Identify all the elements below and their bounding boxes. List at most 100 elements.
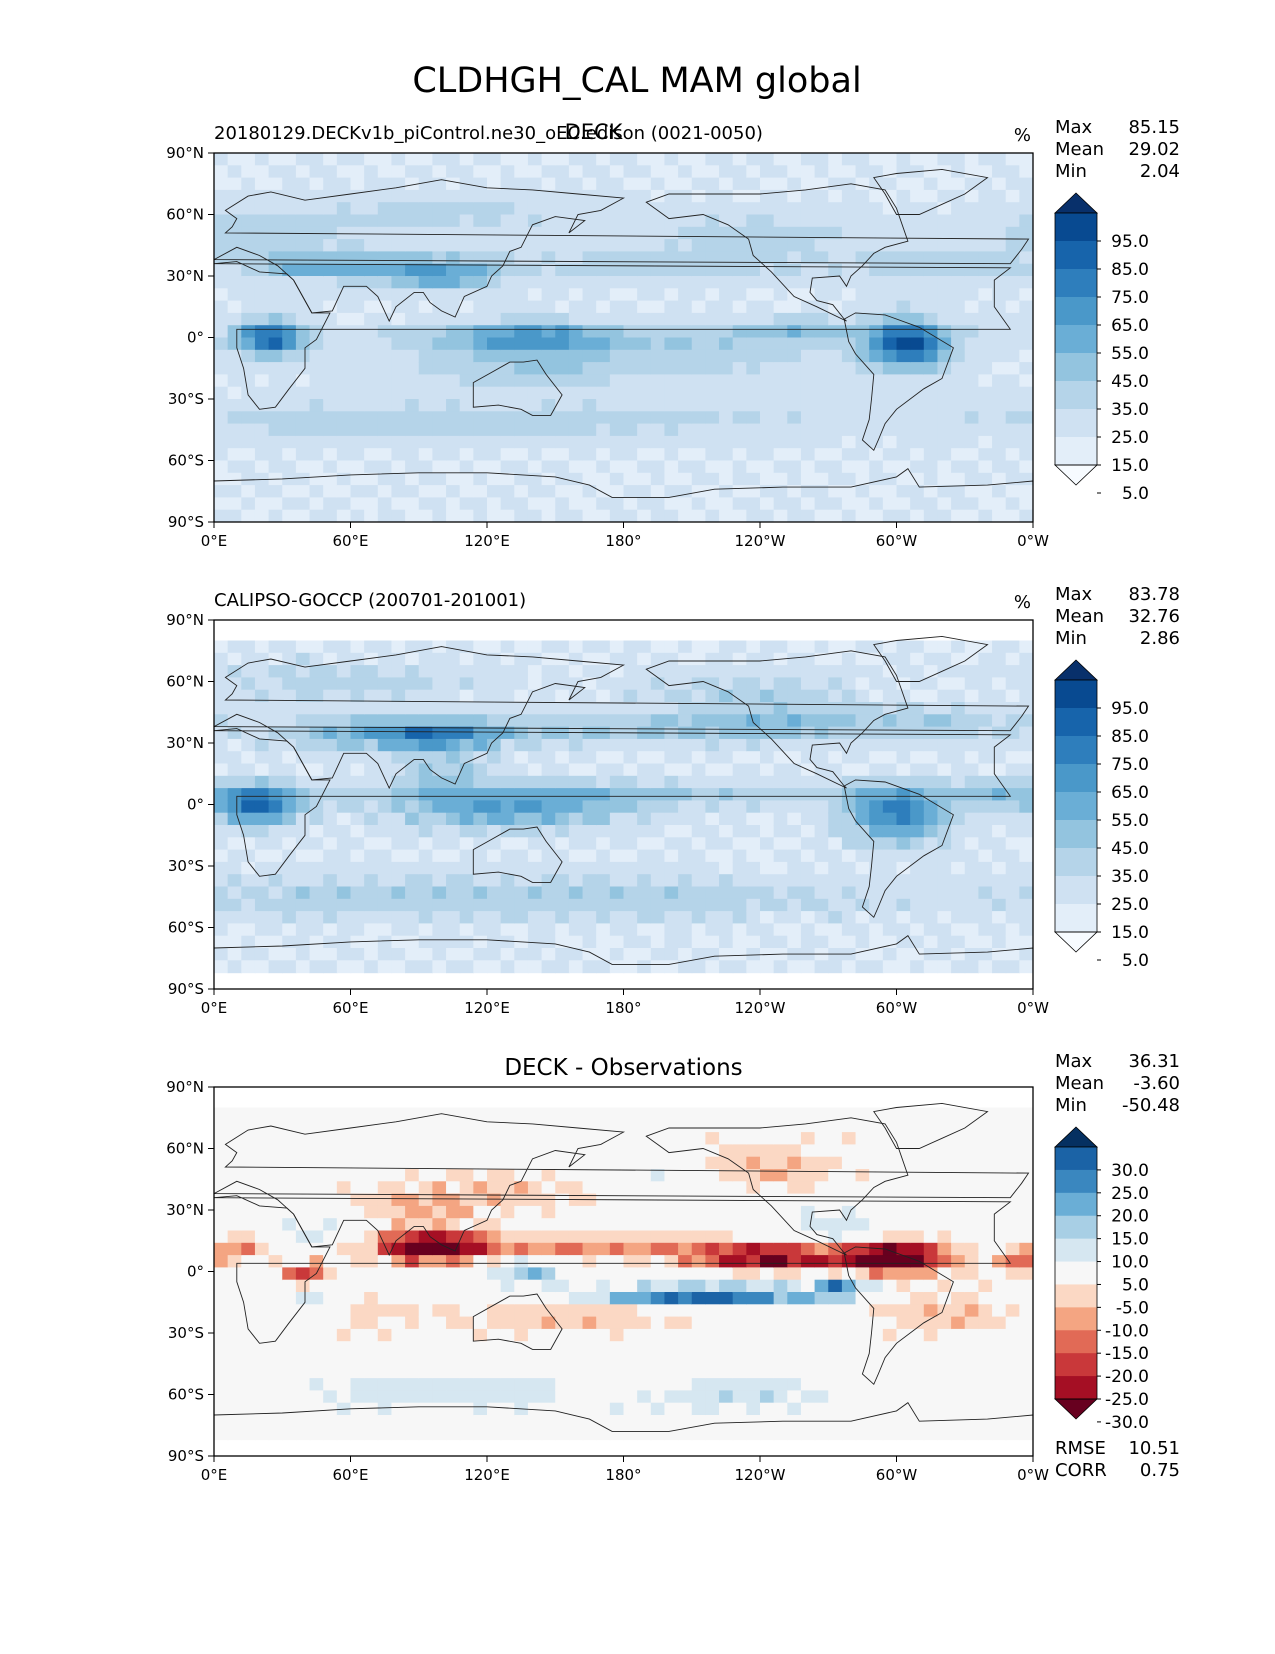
data-cell (378, 788, 392, 801)
data-cell (746, 1255, 760, 1268)
data-cell (842, 288, 856, 301)
data-cell (432, 301, 446, 314)
data-cell (460, 276, 474, 289)
data-cell (869, 1341, 883, 1354)
data-cell (692, 190, 706, 203)
data-cell (255, 776, 269, 789)
data-cell (528, 325, 542, 338)
data-cell (801, 215, 815, 228)
data-cell (815, 1218, 829, 1231)
data-cell (282, 448, 296, 461)
data-cell (678, 1267, 692, 1280)
data-cell (542, 374, 556, 387)
data-cell (746, 1304, 760, 1317)
data-cell (801, 936, 815, 949)
data-cell (897, 1206, 911, 1219)
data-cell (255, 800, 269, 813)
data-cell (787, 362, 801, 375)
data-cell (282, 813, 296, 826)
data-cell (692, 1231, 706, 1244)
data-cell (432, 227, 446, 240)
data-cell (774, 301, 788, 314)
data-cell (542, 165, 556, 178)
data-cell (419, 677, 433, 690)
data-cell (555, 911, 569, 924)
data-cell (801, 325, 815, 338)
data-cell (323, 215, 337, 228)
data-cell (856, 887, 870, 900)
data-cell (378, 850, 392, 863)
data-cell (719, 485, 733, 498)
data-cell (746, 1218, 760, 1231)
data-cell (651, 764, 665, 777)
data-cell (610, 448, 624, 461)
data-cell (391, 1403, 405, 1416)
data-cell (378, 473, 392, 486)
data-cell (378, 153, 392, 166)
data-cell (310, 1169, 324, 1182)
colorbar-segment (1055, 876, 1097, 905)
data-cell (487, 1341, 501, 1354)
data-cell (910, 1280, 924, 1293)
data-cell (269, 714, 283, 727)
data-cell (446, 1267, 460, 1280)
data-cell (828, 1120, 842, 1133)
data-cell (651, 1243, 665, 1256)
data-cell (255, 165, 269, 178)
data-cell (624, 399, 638, 412)
data-cell (228, 874, 242, 887)
data-cell (897, 215, 911, 228)
data-cell (583, 1157, 597, 1170)
data-cell (310, 788, 324, 801)
data-cell (760, 1378, 774, 1391)
data-cell (269, 764, 283, 777)
data-cell (978, 911, 992, 924)
data-cell (542, 313, 556, 326)
data-cell (514, 362, 528, 375)
data-cell (869, 350, 883, 363)
data-cell (419, 424, 433, 437)
data-cell (733, 1292, 747, 1305)
data-cell (1006, 911, 1020, 924)
data-cell (214, 739, 228, 752)
data-cell (651, 690, 665, 703)
data-cell (583, 288, 597, 301)
data-cell (364, 424, 378, 437)
data-cell (787, 1120, 801, 1133)
data-cell (624, 702, 638, 715)
data-cell (760, 215, 774, 228)
data-cell (664, 911, 678, 924)
data-cell (432, 448, 446, 461)
data-cell (924, 165, 938, 178)
data-cell (705, 424, 719, 437)
data-cell (787, 813, 801, 826)
data-cell (460, 497, 474, 510)
data-cell (869, 190, 883, 203)
data-cell (651, 813, 665, 826)
data-cell (828, 387, 842, 400)
data-cell (351, 362, 365, 375)
data-cell (296, 1169, 310, 1182)
data-cell (828, 288, 842, 301)
data-cell (801, 1218, 815, 1231)
data-cell (610, 153, 624, 166)
data-cell (501, 1267, 515, 1280)
data-cell (828, 1169, 842, 1182)
data-cell (351, 837, 365, 850)
data-cell (664, 1415, 678, 1428)
data-cell (856, 202, 870, 215)
data-cell (501, 800, 515, 813)
data-cell (624, 1157, 638, 1170)
data-cell (337, 436, 351, 449)
data-cell (746, 788, 760, 801)
data-cell (869, 788, 883, 801)
data-cell (705, 510, 719, 523)
data-cell (269, 1366, 283, 1379)
data-cell (733, 800, 747, 813)
data-cell (664, 424, 678, 437)
data-cell (255, 264, 269, 277)
data-cell (733, 411, 747, 424)
data-cell (978, 665, 992, 678)
data-cell (760, 178, 774, 191)
data-cell (924, 727, 938, 740)
